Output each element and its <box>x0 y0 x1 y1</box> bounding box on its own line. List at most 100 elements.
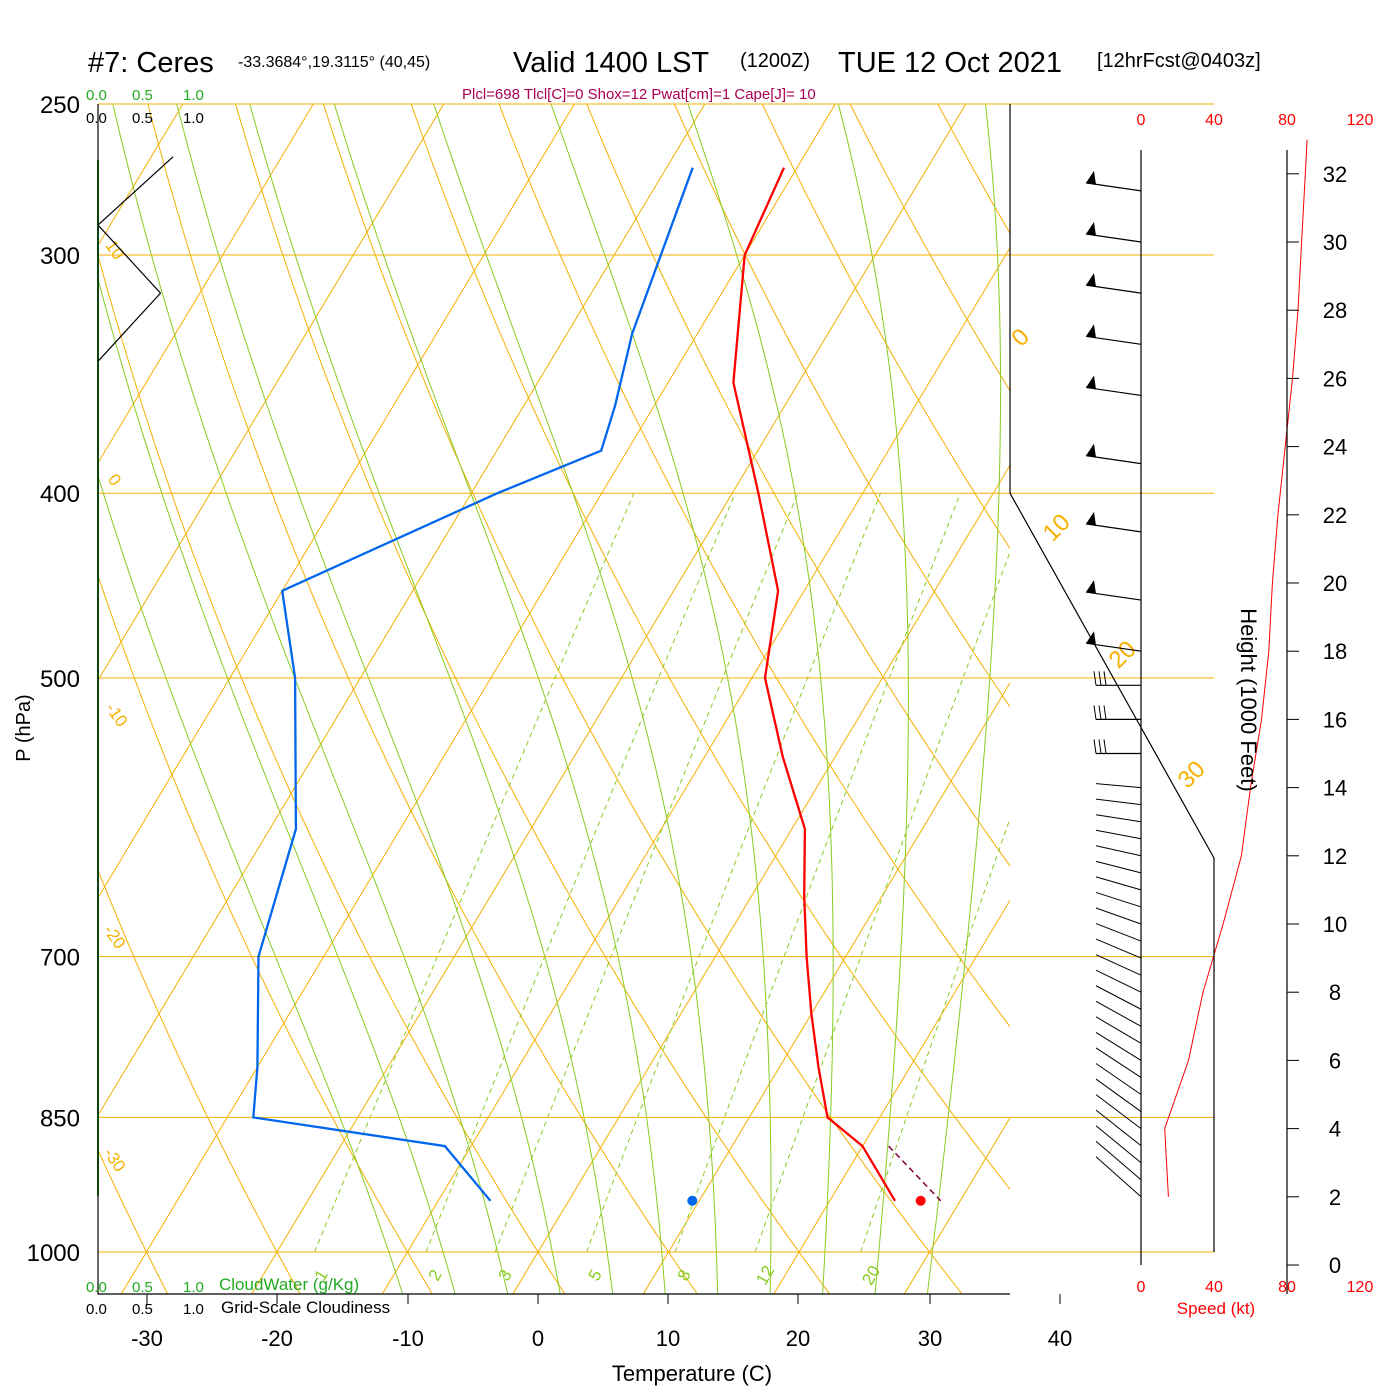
isotherm-line <box>381 246 1010 1294</box>
height-tick-label: 18 <box>1323 639 1347 664</box>
wind-barb <box>1095 1125 1142 1164</box>
wind-barb <box>1095 860 1142 874</box>
mixing-ratio-label: 20 <box>858 1262 884 1288</box>
wind-barb-shaft <box>1095 954 1142 976</box>
wind-barb <box>1085 375 1142 397</box>
dry-adiabat-line <box>98 574 434 1294</box>
mixing-ratio-label: 3 <box>495 1266 516 1284</box>
wind-barb <box>1095 985 1142 1010</box>
dry-adiabat-label: 0 <box>104 471 125 490</box>
wind-barb-flag <box>1086 273 1096 288</box>
speed-tick-label-bottom: 0 <box>1137 1279 1146 1296</box>
mixing-ratio-label: 5 <box>585 1266 606 1284</box>
wind-barb <box>1095 1094 1142 1129</box>
cloud-water-scale-top-2: 1.0 <box>183 87 204 104</box>
height-tick-label: 16 <box>1323 707 1347 732</box>
isotherm-line <box>1296 104 1400 1294</box>
sounding-indices: Plcl=698 Tlcl[C]=0 Shox=12 Pwat[cm]=1 Ca… <box>462 86 816 103</box>
wind-barb-shaft <box>1095 969 1142 993</box>
isotherm-label: 30 <box>1173 756 1211 794</box>
dry-adiabat-line <box>98 869 301 1294</box>
wind-barb-feather <box>1098 705 1102 720</box>
cloud-water-scale-bottom-1: 0.5 <box>132 1279 153 1296</box>
wind-barb-shaft <box>1095 1063 1142 1095</box>
cloud-water-scale-top-1: 0.5 <box>132 87 153 104</box>
plot-frame-left-bottom <box>97 104 1010 1295</box>
isotherm-line <box>251 104 967 1294</box>
wind-barb-shaft <box>1095 938 1142 959</box>
wind-barb-shaft <box>1095 1125 1142 1164</box>
wind-barb-shaft <box>1095 876 1142 891</box>
mixing-ratio-line <box>425 493 736 1253</box>
wind-barb <box>1095 798 1142 806</box>
wind-barb-flag <box>1086 375 1096 390</box>
x-tick-label: 30 <box>918 1326 942 1351</box>
moist-adiabat-line <box>249 104 614 1294</box>
isotherm-label: 0 <box>1006 323 1035 352</box>
wind-barb <box>1095 845 1142 857</box>
dry-adiabat-label: -30 <box>100 1144 130 1175</box>
dry-adiabat-label: 10 <box>101 237 127 263</box>
surface-dewpoint-point <box>687 1195 698 1206</box>
height-tick-label: 12 <box>1323 844 1347 869</box>
wind-barb <box>1095 1109 1142 1147</box>
mixing-ratio-line <box>754 550 1010 1253</box>
speed-tick-label-bottom: 120 <box>1347 1279 1374 1296</box>
wind-barb-shaft <box>1095 1000 1142 1027</box>
wind-barb-shaft <box>1095 1047 1142 1078</box>
pressure-tick-label: 1000 <box>27 1240 80 1267</box>
dry-adiabat-label: -20 <box>100 921 130 952</box>
wind-barb-feather <box>1093 671 1097 686</box>
isotherm-line <box>98 104 314 464</box>
wind-barb-shaft <box>1095 1094 1142 1129</box>
wind-barb-shaft <box>1095 891 1142 908</box>
wind-barb <box>1095 891 1142 908</box>
forecast-info: [12hrFcst@0403z] <box>1097 50 1261 72</box>
height-axis-label: Height (1000 Feet) <box>1236 608 1261 791</box>
wind-barb <box>1093 739 1141 755</box>
dry-adiabat-line <box>147 104 698 1294</box>
wind-barb-shaft <box>1095 860 1142 874</box>
wind-barb <box>1095 876 1142 891</box>
wind-barb <box>1085 580 1142 601</box>
speed-tick-label-bottom: 80 <box>1278 1279 1296 1296</box>
wind-barb-flag <box>1086 324 1096 339</box>
wind-barb-flag <box>1086 580 1096 595</box>
wind-barb-feather <box>1093 739 1097 754</box>
temperature-profile-line <box>732 167 896 1202</box>
wind-barb-feather <box>1103 705 1107 720</box>
dry-adiabat-line <box>0 70 38 1300</box>
zulu-time: (1200Z) <box>740 50 810 72</box>
pressure-tick-label: 850 <box>40 1105 80 1132</box>
wind-barb <box>1085 222 1142 243</box>
wind-barb <box>1095 938 1142 959</box>
wind-barb-shaft <box>1095 1078 1142 1112</box>
y-axis-label: P (hPa) <box>13 694 35 761</box>
wind-barb-feather <box>1098 671 1102 686</box>
wind-barb <box>1095 1031 1142 1061</box>
moist-adiabat-line <box>433 104 719 1294</box>
isotherm-line <box>512 464 1010 1294</box>
x-tick-label: 40 <box>1048 1326 1072 1351</box>
moist-adiabat-line <box>333 104 666 1294</box>
x-tick-label: -20 <box>261 1326 293 1351</box>
wind-barb-shaft <box>1095 907 1142 925</box>
wind-barb-flag <box>1086 222 1096 236</box>
height-tick-label: 2 <box>1329 1185 1341 1210</box>
dry-adiabat-line <box>410 104 1010 1191</box>
height-tick-label: 20 <box>1323 571 1347 596</box>
speed-tick-label-bottom: 40 <box>1205 1279 1223 1296</box>
wind-barb-shaft <box>1095 783 1142 789</box>
isotherm-label: 20 <box>1104 636 1142 674</box>
moist-adiabat-line <box>112 104 509 1294</box>
dewpoint-profile-line <box>252 167 694 1202</box>
height-tick-label: 10 <box>1323 912 1347 937</box>
forecast-date: TUE 12 Oct 2021 <box>838 47 1062 79</box>
moist-adiabat-line <box>687 104 834 1294</box>
moist-adiabat-line <box>837 104 909 1294</box>
wind-barb-shaft <box>1095 814 1142 823</box>
cloud-panel <box>97 156 174 1196</box>
dry-adiabat-line <box>498 104 1010 1028</box>
wind-barb <box>1093 705 1141 721</box>
